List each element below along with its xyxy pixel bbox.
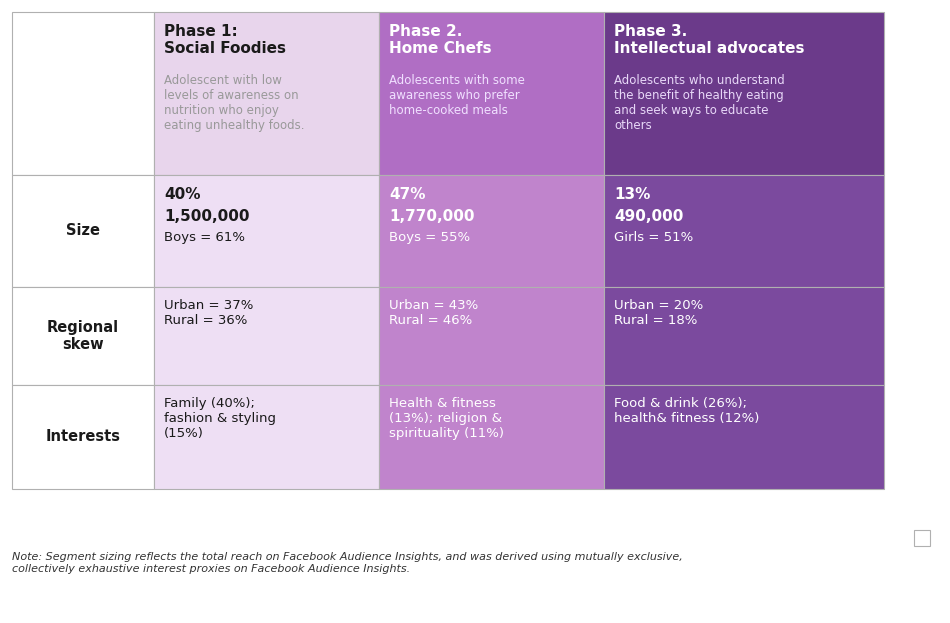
Text: Health & fitness
(13%); religion &
spirituality (11%): Health & fitness (13%); religion & spiri… (390, 397, 504, 440)
Bar (154, 385, 379, 488)
Text: Phase 3.
Intellectual advocates: Phase 3. Intellectual advocates (614, 24, 805, 57)
Text: 1,500,000: 1,500,000 (164, 209, 250, 224)
Bar (379, 287, 604, 385)
Text: 490,000: 490,000 (614, 209, 683, 224)
Bar (379, 175, 604, 287)
Bar (12, 287, 154, 385)
Bar (604, 385, 884, 488)
Text: Adolescents with some
awareness who prefer
home-cooked meals: Adolescents with some awareness who pref… (390, 74, 525, 117)
Text: 40%: 40% (164, 187, 200, 202)
Text: Adolescent with low
levels of awareness on
nutrition who enjoy
eating unhealthy : Adolescent with low levels of awareness … (164, 74, 305, 132)
Bar (12, 385, 154, 488)
Text: Adolescents who understand
the benefit of healthy eating
and seek ways to educat: Adolescents who understand the benefit o… (614, 74, 785, 132)
Bar (604, 12, 884, 175)
Text: Size: Size (66, 224, 100, 239)
Bar (154, 287, 379, 385)
Bar (914, 530, 930, 546)
Text: Phase 1:
Social Foodies: Phase 1: Social Foodies (164, 24, 286, 57)
Text: Boys = 61%: Boys = 61% (164, 231, 245, 244)
Text: Regional
skew: Regional skew (48, 320, 119, 352)
Text: 13%: 13% (614, 187, 651, 202)
Bar (604, 175, 884, 287)
Text: Phase 2.
Home Chefs: Phase 2. Home Chefs (390, 24, 492, 57)
Text: Urban = 37%
Rural = 36%: Urban = 37% Rural = 36% (164, 298, 254, 326)
Text: Boys = 55%: Boys = 55% (390, 231, 470, 244)
Text: Urban = 20%
Rural = 18%: Urban = 20% Rural = 18% (614, 298, 703, 326)
Text: Family (40%);
fashion & styling
(15%): Family (40%); fashion & styling (15%) (164, 397, 276, 440)
Text: Note: Segment sizing reflects the total reach on Facebook Audience Insights, and: Note: Segment sizing reflects the total … (12, 552, 683, 574)
Text: Girls = 51%: Girls = 51% (614, 231, 694, 244)
Text: Urban = 43%
Rural = 46%: Urban = 43% Rural = 46% (390, 298, 479, 326)
Bar (379, 12, 604, 175)
Text: 47%: 47% (390, 187, 426, 202)
Text: Interests: Interests (46, 429, 121, 444)
Text: Food & drink (26%);
health& fitness (12%): Food & drink (26%); health& fitness (12%… (614, 397, 759, 425)
Bar (379, 385, 604, 488)
Bar (12, 12, 154, 175)
Bar (12, 175, 154, 287)
Bar (604, 287, 884, 385)
Bar (154, 175, 379, 287)
Text: 1,770,000: 1,770,000 (390, 209, 475, 224)
Bar (154, 12, 379, 175)
